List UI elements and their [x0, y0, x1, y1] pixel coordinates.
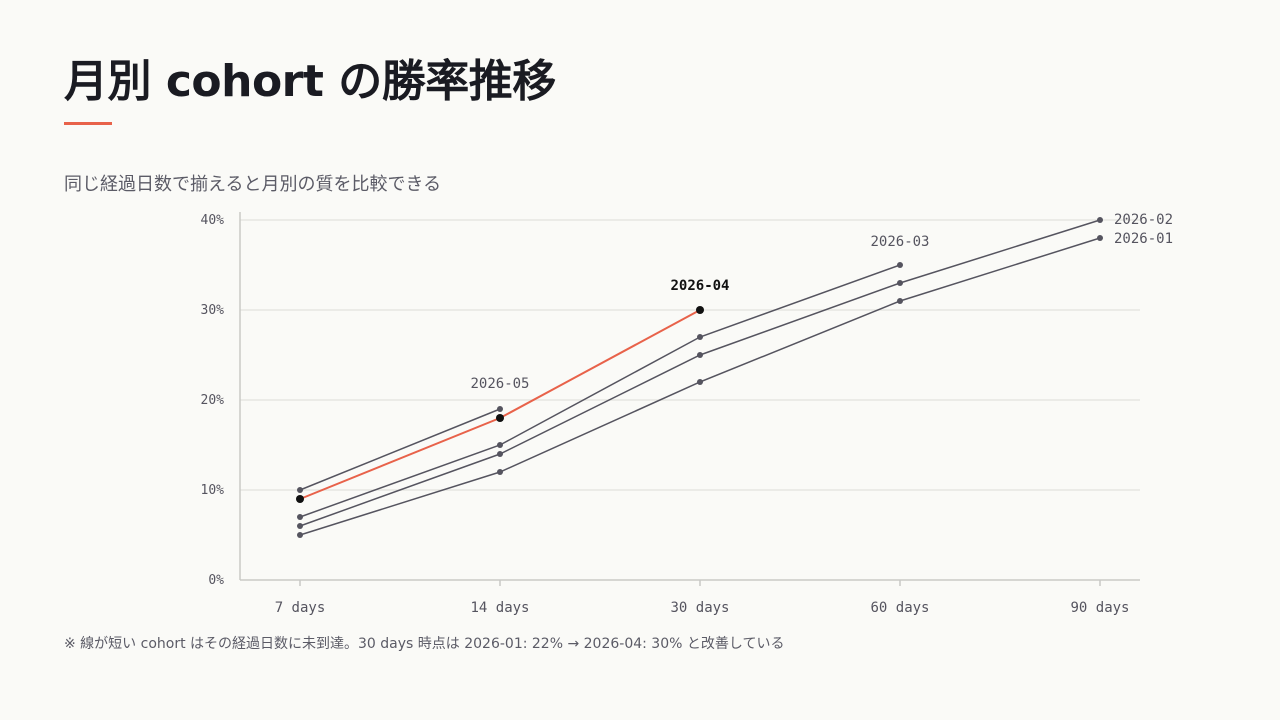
series-2026-03	[297, 262, 903, 520]
y-tick-label: 30%	[201, 303, 225, 318]
data-point	[1097, 217, 1103, 223]
data-point	[497, 469, 503, 475]
series-line-2026-03	[299, 264, 901, 518]
data-point	[497, 406, 503, 412]
data-point	[496, 414, 504, 422]
data-point	[497, 442, 503, 448]
series-labels: 2026-01 2026-02 2026-03 2026-05 2026-04	[470, 212, 1173, 392]
series-line-2026-02	[299, 219, 1101, 527]
series-2026-02	[297, 217, 1103, 529]
x-tick-label: 7 days	[275, 600, 326, 616]
series-2026-05	[297, 406, 503, 493]
data-point	[497, 451, 503, 457]
data-point	[297, 514, 303, 520]
data-point	[1097, 235, 1103, 241]
x-tick-label: 14 days	[470, 600, 529, 616]
cohort-win-rate-line-chart: 0% 10% 20% 30% 40% 7 days 14 days 30 days 60 day…	[201, 212, 1173, 616]
data-point	[697, 334, 703, 340]
data-point	[697, 352, 703, 358]
series-2026-04	[296, 306, 704, 503]
x-tick-label: 30 days	[670, 600, 729, 616]
series-label-2026-01: 2026-01	[1114, 231, 1173, 247]
data-point	[897, 298, 903, 304]
grid-lines	[240, 219, 1140, 491]
series-label-2026-05: 2026-05	[470, 376, 529, 392]
x-tick-label: 90 days	[1070, 600, 1129, 616]
page-subtitle: 同じ経過日数で揃えると月別の質を比較できる	[64, 174, 442, 195]
chart-footnote: ※ 線が短い cohort はその経過日数に未到達。30 days 時点は 20…	[64, 636, 785, 652]
data-point	[897, 280, 903, 286]
series-line-2026-05	[299, 408, 501, 491]
data-point	[697, 379, 703, 385]
chart-axes: 0% 10% 20% 30% 40% 7 days 14 days 30 days 60 day…	[201, 212, 1140, 616]
y-tick-label: 40%	[201, 213, 225, 228]
x-tick-label: 60 days	[870, 600, 929, 616]
data-point	[897, 262, 903, 268]
data-point	[696, 306, 704, 314]
data-point	[297, 487, 303, 493]
series-label-2026-02: 2026-02	[1114, 212, 1173, 228]
y-tick-label: 10%	[201, 483, 225, 498]
data-point	[296, 495, 304, 503]
series-label-2026-04: 2026-04	[670, 278, 729, 294]
series-label-2026-03: 2026-03	[870, 234, 929, 250]
data-point	[297, 523, 303, 529]
series-2026-01	[297, 235, 1103, 538]
title-accent-bar	[64, 122, 112, 125]
data-point	[297, 532, 303, 538]
page-title: 月別 cohort の勝率推移	[64, 56, 556, 107]
y-tick-label: 20%	[201, 393, 225, 408]
series-lines	[296, 217, 1103, 538]
y-tick-label: 0%	[208, 573, 224, 588]
